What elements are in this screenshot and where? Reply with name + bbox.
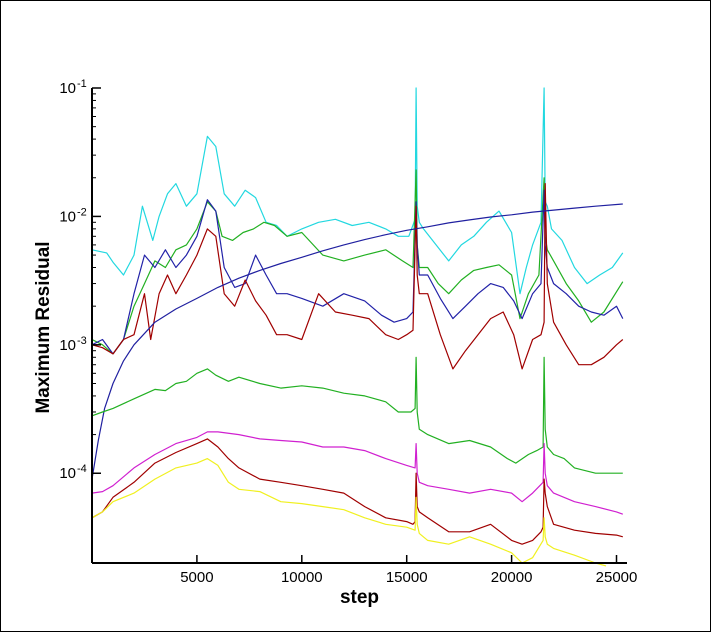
x-tick-label: 10000 bbox=[281, 569, 323, 586]
x-tick-label: 20000 bbox=[491, 569, 533, 586]
series-line-6 bbox=[91, 356, 623, 474]
y-tick-exponent: -2 bbox=[77, 206, 87, 218]
series-line-1 bbox=[91, 87, 624, 295]
axes-layer bbox=[91, 88, 627, 564]
y-tick-exponent: -1 bbox=[77, 78, 87, 90]
x-tick-label: 15000 bbox=[386, 569, 428, 586]
y-tick-exponent: -4 bbox=[77, 463, 87, 475]
y-tick-label: 10 bbox=[59, 337, 76, 354]
series-line-7 bbox=[91, 431, 624, 515]
series-line-3 bbox=[91, 189, 624, 355]
y-tick-label: 10 bbox=[59, 80, 76, 97]
y-tick-exponent: -3 bbox=[77, 335, 87, 347]
series-line-4 bbox=[91, 183, 624, 370]
x-tick-label: 25000 bbox=[596, 569, 638, 586]
series-layer bbox=[91, 87, 624, 567]
series-line-2 bbox=[91, 169, 624, 355]
x-axis-title: step bbox=[340, 587, 379, 608]
y-axis-title: Maximum Residual bbox=[33, 241, 54, 413]
y-tick-label: 10 bbox=[59, 465, 76, 482]
x-tick-label: 5000 bbox=[180, 569, 213, 586]
x-tick-layer: 5000 10000 15000 20000 25000 bbox=[180, 555, 637, 586]
series-line-9 bbox=[91, 458, 607, 567]
y-tick-layer: 10-410-310-210-1 bbox=[59, 78, 101, 482]
series-line-5 bbox=[91, 203, 623, 480]
y-tick-label: 10 bbox=[59, 208, 76, 225]
